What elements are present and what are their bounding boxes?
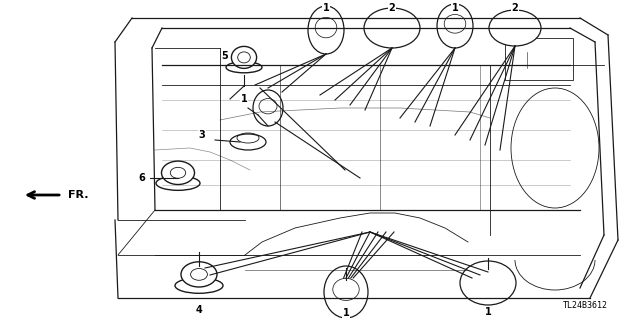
Text: 1: 1 [241,94,248,104]
Text: 1: 1 [452,3,458,13]
Ellipse shape [161,161,195,184]
Ellipse shape [175,278,223,293]
Ellipse shape [460,261,516,305]
Ellipse shape [324,266,368,318]
Ellipse shape [232,46,257,68]
Text: 6: 6 [139,173,145,183]
Bar [505,38,573,80]
Text: 2: 2 [388,3,396,13]
Text: 1: 1 [323,3,330,13]
Text: 4: 4 [196,305,202,315]
Ellipse shape [253,90,283,126]
Text: 1: 1 [342,308,349,318]
Ellipse shape [364,8,420,48]
Ellipse shape [308,6,344,54]
Ellipse shape [181,262,217,287]
Text: 2: 2 [511,3,518,13]
Ellipse shape [226,62,262,73]
Text: 5: 5 [221,51,228,61]
Text: 3: 3 [198,130,205,140]
Ellipse shape [437,4,473,48]
Ellipse shape [230,134,266,150]
Ellipse shape [156,176,200,190]
Text: 1: 1 [484,307,492,317]
Ellipse shape [489,10,541,46]
Text: TL24B3612: TL24B3612 [563,300,608,309]
Text: FR.: FR. [68,190,88,200]
